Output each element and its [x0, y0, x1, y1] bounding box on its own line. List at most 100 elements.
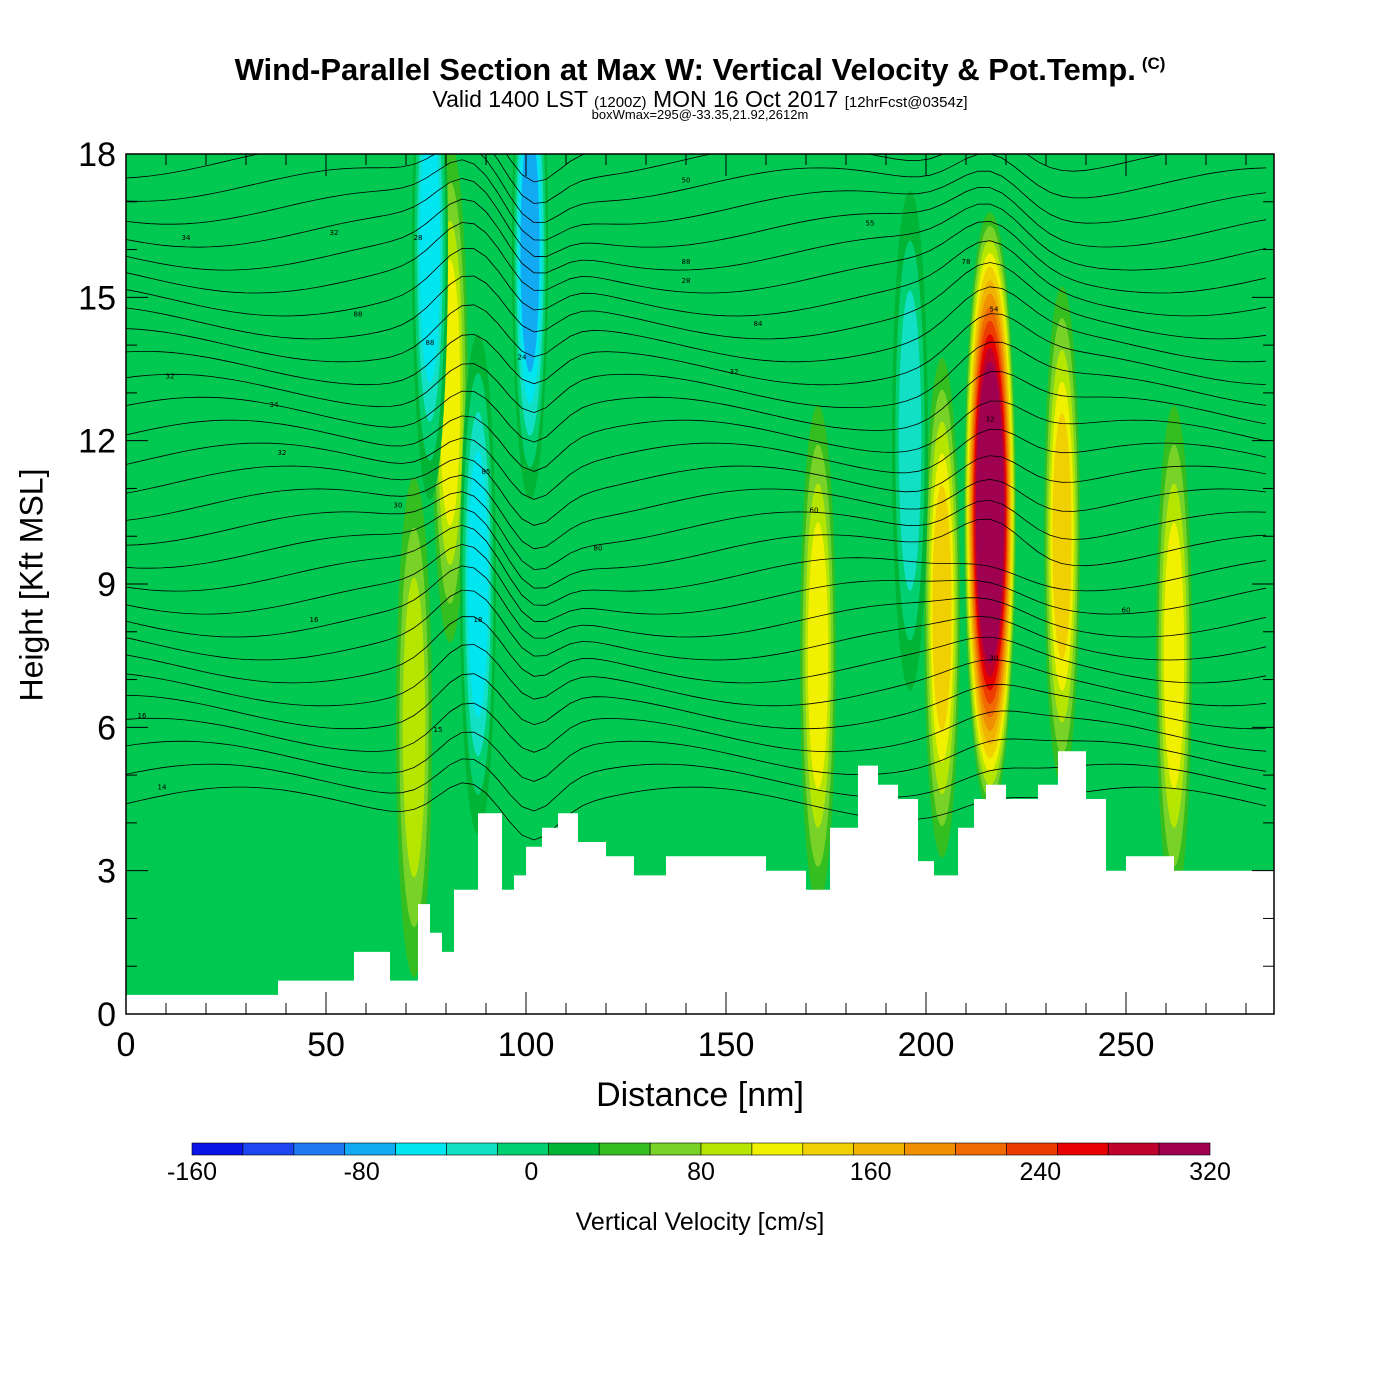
colorbar-tick-label: 320: [1189, 1158, 1231, 1186]
contour-label: 30: [990, 654, 999, 662]
colorbar-swatch: [1006, 1142, 1058, 1156]
y-tick-label: 9: [97, 566, 116, 604]
contour-label: 84: [754, 320, 763, 328]
isentrope-line: [126, 543, 1267, 623]
y-tick-label: 3: [97, 853, 116, 891]
isentrope-line: [126, 313, 1267, 386]
isentrope-line: [126, 371, 1267, 443]
contour-label: 16: [310, 616, 319, 624]
colorbar-swatch: [802, 1142, 854, 1156]
y-tick-label: 15: [78, 279, 116, 317]
velocity-band: [402, 577, 426, 878]
velocity-band: [1052, 413, 1072, 659]
y-tick-label: 18: [78, 136, 116, 174]
contour-label: 32: [986, 416, 995, 424]
x-axis-label: Distance [nm]: [596, 1076, 804, 1114]
contour-label: 32: [278, 449, 287, 457]
contour-label: 16: [138, 712, 147, 720]
x-tick-label: 100: [498, 1026, 555, 1064]
isentrope-line: [126, 507, 1267, 589]
forecast-info: [12hrFcst@0354z]: [844, 94, 968, 111]
isentrope-line: [126, 159, 1267, 241]
downdraft-cell: [512, 154, 548, 500]
isentrope-line: [126, 673, 1267, 730]
colorbar-swatch: [853, 1142, 905, 1156]
velocity-field: [396, 154, 1192, 978]
contour-label: 88: [354, 310, 363, 318]
colorbar-swatch: [751, 1142, 804, 1156]
colorbar-swatch: [547, 1142, 600, 1156]
contour-label: 28: [682, 277, 691, 285]
isentrope-line: [126, 220, 1267, 294]
isentrope-line: [126, 524, 1267, 606]
downdraft-cell: [412, 154, 448, 500]
contour-label: 60: [810, 506, 819, 514]
y-axis-label: Height [Kft MSL]: [13, 468, 50, 702]
isentrope-line: [126, 154, 1267, 224]
x-tick-label: 150: [698, 1026, 755, 1064]
colorbar-tick-label: 240: [1019, 1158, 1061, 1186]
chart-title-text: Wind-Parallel Section at Max W: Vertical…: [234, 52, 1136, 87]
isentrope-line: [126, 644, 1267, 707]
colorbar-swatch: [598, 1142, 651, 1156]
isentrope-line: [126, 262, 1267, 340]
potential-temperature-contours: [126, 154, 1267, 841]
contour-label: 32: [730, 368, 739, 376]
x-tick-label: 0: [117, 1026, 136, 1064]
isentrope-line: [126, 177, 1267, 258]
isentrope-line: [126, 240, 1267, 317]
isentrope-line: [126, 154, 1166, 204]
colorbar-swatch: [1057, 1142, 1109, 1156]
isentrope-line: [126, 474, 1267, 550]
colorbar-swatch: [955, 1142, 1007, 1156]
colorbar-tick-label: -80: [344, 1158, 380, 1186]
colorbar-swatch: [191, 1142, 244, 1156]
contour-label: 15: [434, 726, 443, 734]
contour-label: 55: [866, 220, 875, 228]
contour-label: 28: [414, 234, 423, 242]
updraft-cell: [1156, 405, 1192, 906]
isentrope-line: [126, 455, 1267, 526]
isentrope-line: [126, 589, 1267, 661]
copyright-mark: (C): [1141, 53, 1166, 73]
colorbar-swatch: [1158, 1142, 1211, 1156]
colorbar-swatch: [497, 1142, 549, 1156]
terrain-mask: [126, 751, 1274, 1014]
velocity-band: [520, 154, 540, 373]
isentrope-line: [126, 616, 1267, 684]
terrain: [126, 751, 1274, 1014]
contour-label: 85: [482, 468, 491, 476]
colorbar-swatch: [649, 1142, 702, 1156]
isentrope-line: [126, 198, 1267, 274]
valid-utc: (1200Z): [594, 94, 647, 111]
downdraft-cell: [460, 334, 496, 834]
velocity-band: [898, 290, 922, 591]
updraft-cell: [924, 357, 960, 858]
contour-label: 34: [182, 234, 191, 242]
contour-label: 60: [1122, 607, 1131, 615]
updraft-cell: [800, 405, 836, 906]
contour-label: 50: [682, 177, 691, 185]
box-wmax-info: boxWmax=295@-33.35,21.92,2612m: [591, 107, 809, 122]
x-tick-label: 250: [1098, 1026, 1155, 1064]
updraft-cell: [964, 212, 1016, 813]
y-tick-label: 6: [97, 709, 116, 747]
colorbar-swatch: [904, 1142, 956, 1156]
y-tick-label: 12: [78, 423, 116, 461]
chart-title: Wind-Parallel Section at Max W: Vertical…: [0, 52, 1400, 88]
colorbar-swatch: [1107, 1142, 1160, 1156]
isentrope-line: [126, 341, 1267, 414]
velocity-band: [419, 154, 441, 383]
valid-date: MON 16 Oct 2017: [652, 86, 839, 112]
isentrope-line: [126, 731, 1267, 782]
velocity-band: [467, 450, 489, 718]
colorbar-swatch: [700, 1142, 753, 1156]
velocity-band: [979, 402, 1001, 623]
isentrope-line: [126, 702, 1267, 753]
contour-label: 30: [394, 502, 403, 510]
contour-labels: 34 32 28 88 88 32 34 24 32 30 85 80 60 16 18 16 15 14 88 28…: [138, 177, 1131, 792]
colorbar-title: Vertical Velocity [cm/s]: [575, 1208, 825, 1236]
velocity-band: [807, 522, 829, 789]
isentrope-line: [126, 286, 1267, 363]
axes: 0 50 100 150 200 250 0 3 6 9 12 15 18: [78, 136, 1274, 1064]
